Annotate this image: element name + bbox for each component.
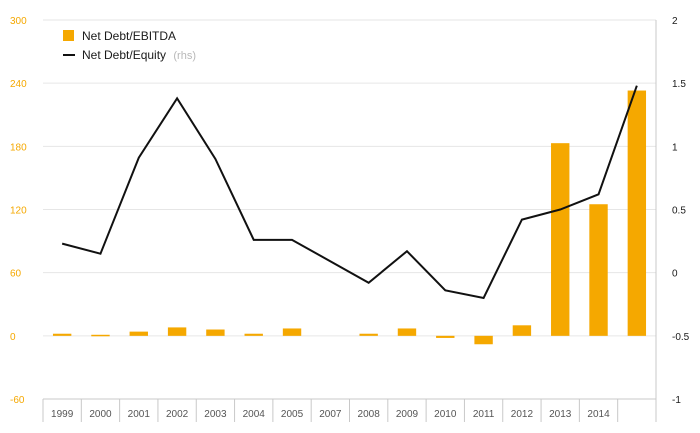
legend-line-label: Net Debt/Equity [82, 48, 166, 62]
right-tick-label: -1 [672, 395, 681, 406]
right-tick-label: 1.5 [672, 79, 686, 90]
x-tick-label: 1999 [51, 409, 74, 420]
bar [397, 328, 417, 336]
x-tick-label: 2005 [281, 409, 304, 420]
x-tick-label: 2003 [204, 409, 227, 420]
axes: -60 0 60 120 180 240 300 -1 -0.5 0 0.5 1 1.5 2 1999 200… [10, 16, 690, 422]
bar-series [52, 90, 647, 345]
left-tick-label: 180 [10, 142, 27, 153]
line-series [61, 85, 638, 300]
bar [91, 334, 110, 337]
bar [627, 90, 647, 336]
legend-line-suffix: (rhs) [173, 50, 196, 62]
x-tick-label: 2009 [396, 409, 419, 420]
legend-bar-swatch [63, 30, 74, 41]
right-tick-label: 2 [672, 16, 678, 27]
right-tick-label: -0.5 [672, 332, 690, 343]
bar [512, 325, 532, 336]
x-tick-label: 2000 [89, 409, 112, 420]
bar [474, 335, 493, 345]
bar [52, 333, 72, 336]
svg-text:Net Debt/Equity (rhs): Net Debt/Equity (rhs) [82, 48, 196, 62]
series-line [61, 85, 638, 300]
x-tick-label: 2013 [549, 409, 572, 420]
bar [206, 329, 225, 336]
bar [589, 204, 608, 336]
legend-bar-label: Net Debt/EBITDA [82, 29, 176, 43]
x-tick-label: 2002 [166, 409, 189, 420]
left-tick-label: 0 [10, 332, 16, 343]
left-tick-label: 240 [10, 79, 27, 90]
x-tick-label: 2008 [358, 409, 381, 420]
x-tick-label: 2004 [243, 409, 266, 420]
bar [551, 143, 570, 336]
bar [129, 331, 148, 336]
x-tick-label: 2001 [128, 409, 151, 420]
x-tick-label: 2010 [434, 409, 457, 420]
x-tick-label: 2012 [511, 409, 534, 420]
x-tick-label: 2007 [319, 409, 342, 420]
legend: Net Debt/EBITDA Net Debt/Equity (rhs) [63, 29, 196, 62]
left-tick-label: 60 [10, 269, 22, 280]
x-tick-label: 2014 [587, 409, 610, 420]
x-tick-label: 2011 [473, 409, 495, 420]
right-tick-label: 1 [672, 142, 678, 153]
left-tick-label: 120 [10, 206, 27, 217]
bar [282, 328, 302, 336]
right-tick-label: 0.5 [672, 206, 686, 217]
left-tick-label: 300 [10, 16, 27, 27]
bar [436, 335, 455, 338]
right-tick-label: 0 [672, 269, 678, 280]
bar [244, 333, 263, 336]
bar [167, 327, 187, 336]
left-tick-label: -60 [10, 395, 25, 406]
bar [359, 333, 378, 336]
